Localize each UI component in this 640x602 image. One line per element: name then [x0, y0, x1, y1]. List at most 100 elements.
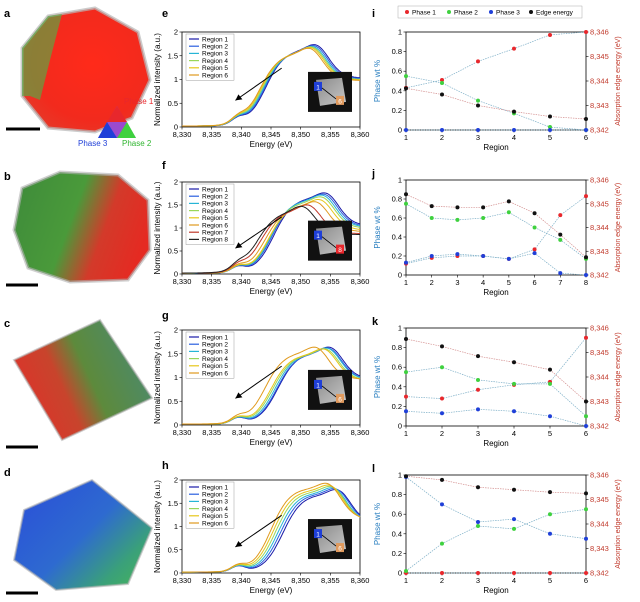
legend-marker: [405, 10, 409, 14]
edge-energy-point: [429, 204, 434, 209]
x-axis-label: Energy (eV): [250, 287, 293, 296]
y-axis-label: Normalized intensity (a.u.): [153, 33, 162, 126]
y-tick-label-left: 0.8: [392, 195, 402, 204]
y-tick-label-left: 0.8: [392, 490, 402, 499]
legend: Phase 1 Phase 2 Phase 3 Edge energy: [397, 5, 583, 19]
series-point: [506, 256, 511, 261]
y-tick-label-left: 0.2: [392, 106, 402, 115]
y-tick-label-right: 8,344: [590, 77, 609, 86]
panel-b: b: [4, 170, 152, 287]
y-tick-label-left: 0.6: [392, 214, 402, 223]
legend-entry: Phase 1: [412, 9, 436, 16]
phase-panel-l: l 1 2 3 4 5 6 0 0.2 0.4 0.6 0.8 1 8,342 8,343 8,344 8,34…: [372, 463, 622, 595]
x-tick-label: 6: [532, 278, 536, 287]
x-tick-label: 8,340: [232, 130, 251, 139]
legend-entry: Region 6: [202, 72, 228, 79]
inset-marker-end: [336, 393, 344, 403]
phase-color-key: Phase 1 Phase 3 Phase 2: [78, 97, 154, 148]
series-point: [440, 396, 444, 401]
y-tick-label-left: 0: [398, 569, 402, 578]
x-axis-label: Energy (eV): [250, 438, 293, 447]
shift-arrow: [235, 514, 282, 548]
legend-entry: Region 5: [202, 513, 228, 520]
legend-entry: Region 1: [202, 334, 228, 341]
legend-entry: Region 3: [202, 201, 228, 208]
inset-path: [321, 534, 337, 547]
panel-letter-c: c: [4, 318, 10, 330]
edge-energy-point: [404, 86, 408, 91]
x-tick-label: 8,330: [173, 428, 192, 437]
plot-frame: [405, 474, 587, 574]
series-point: [512, 517, 516, 522]
series-point: [440, 411, 444, 416]
x-tick-label: 8,355: [321, 428, 340, 437]
series-point: [455, 217, 460, 222]
panel-letter-h: h: [162, 460, 169, 472]
x-axis-label: Region: [483, 143, 508, 152]
series-point: [584, 571, 588, 575]
series-point: [429, 254, 434, 258]
y-tick-label: 1.5: [168, 201, 178, 210]
spectrum-panel-e: e 8,330 8,335 8,340 8,345 8,350 8,355 8,360 0 0.5…: [153, 8, 369, 149]
edge-energy-point: [512, 487, 516, 492]
particle-map-d: [12, 478, 154, 592]
series-line: [405, 75, 587, 131]
series-point: [440, 128, 444, 132]
panel-d: d: [4, 467, 154, 595]
inset-marker-end: [336, 244, 344, 254]
edge-energy-point: [548, 490, 552, 495]
y-axis-label-right: Absorption edge energy (eV): [615, 36, 622, 126]
series-line: [405, 408, 587, 427]
x-tick-label: 5: [507, 278, 511, 287]
edge-energy-point: [584, 116, 588, 121]
y-axis-label-right: Absorption edge energy (eV): [615, 332, 622, 422]
y-tick-label-left: 1: [398, 471, 402, 480]
y-tick-label-left: 0.2: [392, 549, 402, 558]
shift-arrow: [235, 216, 282, 249]
x-tick-label: 3: [476, 133, 480, 142]
series-point: [584, 273, 588, 277]
legend-entry: Region 7: [202, 230, 228, 237]
edge-energy-point: [506, 199, 511, 204]
y-tick-label-right: 8,345: [590, 52, 609, 61]
legend-entry: Region 2: [202, 342, 228, 349]
edge-energy-point: [481, 205, 486, 210]
series-point: [532, 225, 537, 230]
y-tick-label-left: 0.6: [392, 67, 402, 76]
legend-entry: Region 1: [202, 484, 228, 491]
edge-energy-point: [584, 399, 588, 404]
x-tick-label: 8,330: [173, 576, 192, 585]
y-tick-label: 1.5: [168, 349, 178, 358]
series-point: [404, 569, 408, 574]
series-point: [440, 502, 444, 507]
series-point: [548, 414, 552, 419]
legend-entry: Region 4: [202, 58, 228, 65]
shift-arrowhead: [235, 392, 243, 399]
x-tick-label: 8,335: [202, 130, 221, 139]
legend-entry: Region 1: [202, 36, 228, 43]
shift-arrowhead: [235, 94, 243, 101]
y-tick-label-right: 8,345: [590, 348, 609, 357]
series-point: [506, 210, 511, 215]
series-point: [404, 128, 408, 132]
series-point: [584, 128, 588, 132]
series-point: [481, 216, 486, 220]
edge-energy-point: [440, 477, 444, 482]
spectrum-panel-h: h 8,330 8,335 8,340 8,345 8,350 8,355 8,360 0 0.5…: [153, 460, 369, 595]
y-tick-label-left: 0.4: [392, 382, 402, 391]
y-tick-label-left: 0.4: [392, 529, 402, 538]
y-tick-label: 1.5: [168, 51, 178, 60]
x-tick-label: 6: [584, 133, 588, 142]
series-point: [476, 98, 480, 103]
series-line: [405, 31, 587, 89]
spectrum-panel-f: f 8,330 8,335 8,340 8,345 8,350 8,355 8,360 0 0.5…: [153, 160, 369, 296]
panel-c: c: [4, 318, 154, 449]
edge-energy-line: [405, 338, 587, 402]
y-tick-label-right: 8,343: [590, 397, 609, 406]
phase-panel-k: k 1 2 3 4 5 6 0 0.2 0.4 0.6 0.8 1 8,342 8,343 8,344 8,34…: [372, 316, 622, 448]
x-tick-label: 1: [404, 278, 408, 287]
legend-marker: [447, 10, 451, 14]
phase-panel-j: j 1 2 3 4 5 6 7 8 0 0.2 0.4 0.6 0.8 1 8,342 8,343 8,344 8,…: [371, 168, 622, 297]
y-tick-label: 2: [174, 326, 178, 335]
